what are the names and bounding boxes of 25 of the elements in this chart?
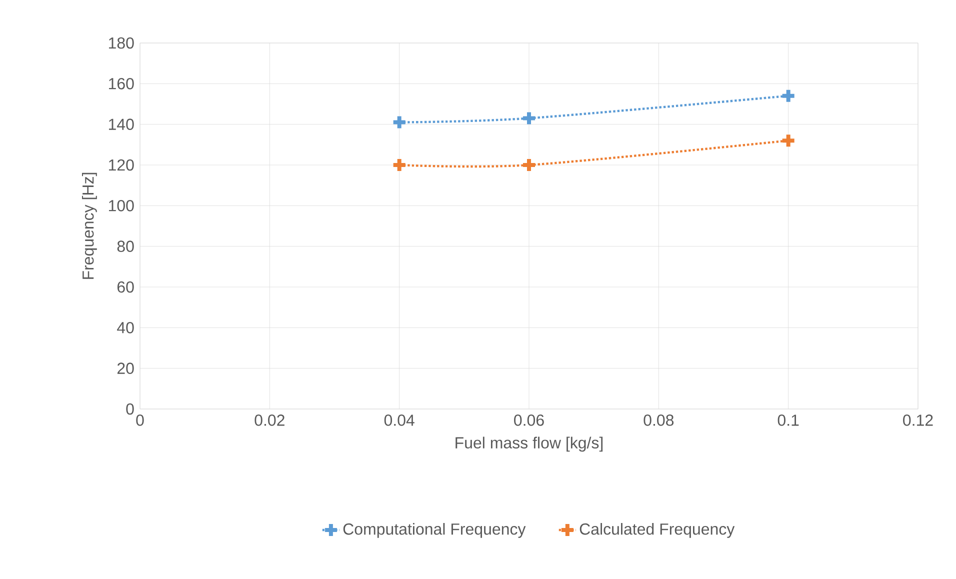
y-tick-label: 80 [117, 240, 134, 252]
point [391, 157, 408, 173]
y-tick-label: 120 [108, 159, 134, 171]
x-tick-label: 0.04 [384, 414, 414, 426]
y-tick-label: 160 [108, 78, 134, 90]
x-axis-title: Fuel mass flow [kg/s] [456, 436, 603, 452]
y-tick-label: 60 [117, 281, 134, 293]
y-tick-label: 180 [108, 37, 134, 49]
x-tick-label: 0.08 [644, 414, 674, 426]
x-tick-label: 0.02 [254, 414, 284, 426]
y-tick-label: 20 [117, 362, 134, 374]
y-tick-label: 100 [108, 200, 134, 212]
x-tick-label: 0.12 [903, 414, 933, 426]
x-tick-label: 0.06 [514, 414, 544, 426]
y-tick-label: 140 [108, 118, 134, 130]
y-tick-label: 40 [117, 322, 134, 334]
y-tick-label: 0 [126, 403, 134, 415]
legend-label: Calculated Frequency [580, 523, 735, 538]
legend-label: Computational Frequency [343, 523, 526, 538]
y-axis-title: Frequency [Hz] [82, 172, 97, 279]
point [391, 114, 408, 130]
point [780, 132, 796, 149]
x-tick-label: 0 [136, 414, 144, 426]
x-tick-label: 0.1 [778, 414, 799, 426]
point [780, 88, 796, 104]
